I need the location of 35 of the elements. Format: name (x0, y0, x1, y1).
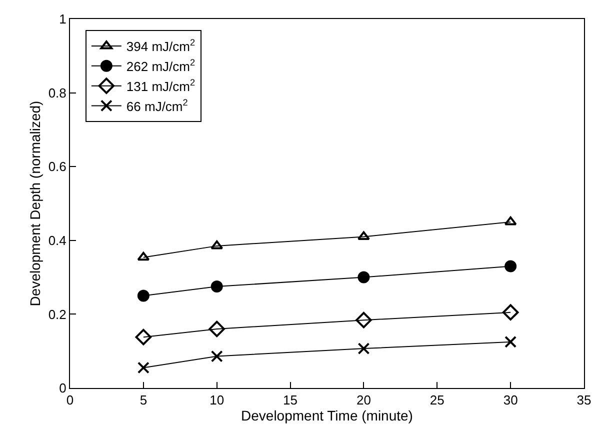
y-tick-label: 0 (59, 380, 66, 396)
point (135, 328, 152, 346)
legend-label: 262 mJ/cm$^{2}$ (126, 58, 196, 74)
y-tick-label: 0.8 (48, 85, 66, 100)
x-tick-label: 25 (430, 392, 444, 408)
point (356, 312, 372, 328)
point (502, 304, 519, 321)
y-axis-title: Development Depth (normalized) (26, 100, 43, 306)
point (137, 290, 150, 302)
x-axis-title: Development Time (minute) (241, 408, 413, 424)
point (208, 320, 226, 338)
x-tick-label: 10 (210, 392, 224, 408)
legend-label: 131 mJ/cm$^{2}$ (126, 77, 196, 94)
point (358, 231, 370, 240)
y-tick-label: 0.2 (48, 306, 66, 322)
x-tick-label: 30 (503, 392, 518, 408)
point (210, 280, 223, 293)
point (210, 240, 224, 250)
point (210, 350, 223, 362)
point (504, 336, 517, 348)
x-tick-label: 15 (283, 392, 298, 408)
legend-label: 66 mJ/cm$^{2}$ (126, 97, 188, 114)
point (358, 271, 370, 284)
point (504, 260, 517, 272)
x-tick-label: 5 (140, 392, 148, 408)
y-tick-label: 0.4 (48, 232, 66, 248)
point (137, 252, 150, 261)
point (358, 342, 370, 355)
x-tick-label: 20 (356, 392, 371, 408)
point (504, 216, 517, 226)
x-tick-label: 35 (576, 392, 592, 408)
legend-label: 394 mJ/cm$^{2}$ (126, 38, 196, 54)
y-tick-label: 0.6 (48, 159, 66, 174)
point (137, 362, 150, 374)
y-tick-label: 1 (59, 12, 66, 27)
